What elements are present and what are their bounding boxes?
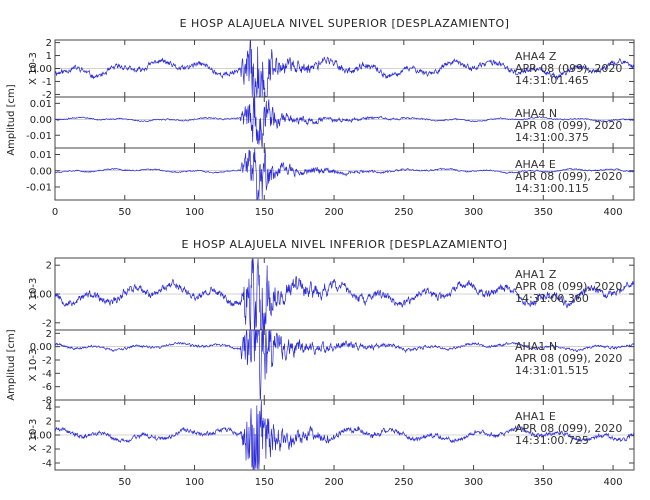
- chart-title: E HOSP ALAJUELA NIVEL SUPERIOR [DESPLAZA…: [180, 17, 510, 30]
- chart-title: E HOSP ALAJUELA NIVEL INFERIOR [DESPLAZA…: [182, 238, 508, 251]
- y-tick-label: -0.01: [26, 131, 52, 142]
- y-unit-label: X 10-3: [28, 52, 39, 85]
- x-tick-label: 200: [324, 477, 343, 488]
- trace-waveform-aha1-e: [54, 400, 635, 470]
- y-tick-label: 0.00: [30, 431, 52, 442]
- x-tick-label: 150: [255, 477, 274, 488]
- trace-time-label: 14:31:01.465: [515, 74, 589, 87]
- trace-station-label: AHA1 N: [515, 340, 557, 353]
- trace-station-label: AHA1 E: [515, 410, 556, 423]
- x-tick-label: 50: [118, 207, 131, 218]
- trace-waveform-aha4-e: [54, 148, 635, 200]
- y-tick-label: 0.00: [30, 166, 52, 177]
- trace-time-label: 14:31:00.725: [515, 434, 589, 447]
- trace-waveform-aha4-z: [54, 40, 635, 97]
- trace-panel-frame: [54, 147, 635, 201]
- x-tick-label: 400: [604, 477, 623, 488]
- y-tick-label: -2: [42, 356, 52, 367]
- trace-date-label: APR 08 (099), 2020: [515, 119, 622, 132]
- y-tick-label: -2: [42, 318, 52, 329]
- y-unit-label: X 10-3: [28, 278, 39, 311]
- y-tick-label: 2: [46, 261, 52, 272]
- y-unit-label: X 10-3: [28, 349, 39, 382]
- y-tick-label: 0.00: [30, 342, 52, 353]
- x-tick-label: 100: [185, 207, 204, 218]
- trace-date-label: APR 08 (099), 2020: [515, 352, 622, 365]
- x-tick-label: 250: [394, 207, 413, 218]
- x-tick-label: 150: [255, 207, 274, 218]
- trace-waveform-aha1-n: [54, 329, 635, 400]
- y-tick-label: -2: [42, 445, 52, 456]
- x-tick-label: 250: [394, 477, 413, 488]
- y-tick-label: 2: [46, 417, 52, 428]
- trace-date-label: APR 08 (099), 2020: [515, 422, 622, 435]
- trace-waveform-aha1-z: [54, 258, 635, 330]
- x-tick-label: 400: [604, 207, 623, 218]
- y-tick-label: 4: [46, 403, 52, 414]
- trace-time-label: 14:31:00.375: [515, 131, 589, 144]
- trace-date-label: APR 08 (099), 2020: [515, 62, 622, 75]
- y-tick-label: 2: [46, 329, 52, 340]
- trace-station-label: AHA4 E: [515, 158, 556, 171]
- x-tick-label: 300: [464, 477, 483, 488]
- trace-station-label: AHA1 Z: [515, 268, 557, 281]
- y-tick-label: -4: [42, 369, 52, 380]
- y-axis-label: Amplitud [cm]: [6, 329, 17, 400]
- y-tick-label: -2: [42, 90, 52, 101]
- trace-waveform-aha4-n: [54, 97, 635, 148]
- trace-time-label: 14:31:00.360: [515, 292, 589, 305]
- y-tick-label: -8: [42, 396, 52, 407]
- trace-date-label: APR 08 (099), 2020: [515, 170, 622, 183]
- x-tick-label: 100: [185, 477, 204, 488]
- y-tick-label: -4: [42, 459, 52, 470]
- trace-date-label: APR 08 (099), 2020: [515, 280, 622, 293]
- y-tick-label: 2: [46, 38, 52, 49]
- y-tick-label: -6: [42, 382, 52, 393]
- y-unit-label: X 10-3: [28, 419, 39, 452]
- x-tick-label: 350: [534, 207, 553, 218]
- x-tick-label: 0: [52, 207, 58, 218]
- trace-station-label: AHA4 Z: [515, 50, 557, 63]
- y-tick-label: -1: [42, 77, 52, 88]
- y-axis-label: Amplitud [cm]: [6, 84, 17, 155]
- y-tick-label: 0.01: [30, 150, 52, 161]
- y-tick-label: 0.00: [30, 290, 52, 301]
- y-tick-label: 0.00: [30, 115, 52, 126]
- x-tick-label: 300: [464, 207, 483, 218]
- y-tick-label: -0.01: [26, 183, 52, 194]
- x-tick-label: 200: [324, 207, 343, 218]
- y-tick-label: 1: [46, 51, 52, 62]
- trace-station-label: AHA4 N: [515, 107, 557, 120]
- trace-time-label: 14:31:01.515: [515, 364, 589, 377]
- y-tick-label: 0.00: [30, 64, 52, 75]
- x-tick-label: 50: [118, 477, 131, 488]
- y-tick-label: 0.01: [30, 99, 52, 110]
- trace-time-label: 14:31:00.115: [515, 182, 589, 195]
- x-tick-label: 350: [534, 477, 553, 488]
